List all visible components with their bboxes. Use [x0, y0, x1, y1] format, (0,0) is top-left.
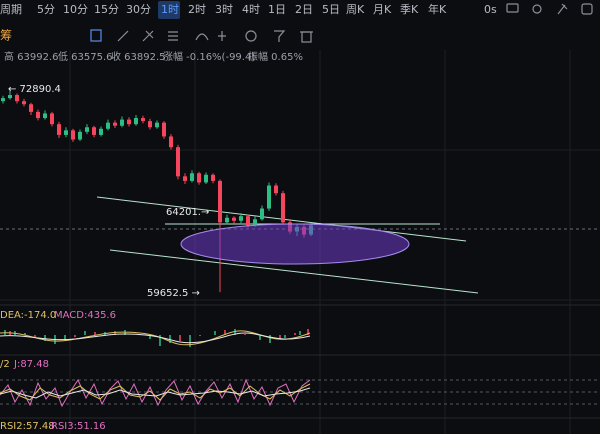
candle-body [211, 174, 215, 181]
period-tab[interactable]: 2时 [188, 3, 206, 16]
rsi3-label: RSI3:51.16 [51, 421, 106, 432]
candle-body [183, 176, 187, 181]
candle-body [57, 124, 61, 135]
grid [0, 50, 600, 434]
kdj-k-label: /2 [0, 359, 10, 370]
candle-body [64, 130, 68, 135]
period-tab[interactable]: 10分 [63, 3, 88, 16]
candle-body [1, 98, 5, 102]
info-close: 收 63892.5 [111, 50, 166, 63]
period-tab[interactable]: 2日 [295, 3, 313, 16]
info-bar: 高 63992.6 低 63575.6 收 63892.5 涨幅 -0.16%(… [4, 50, 303, 63]
candle-body [141, 118, 145, 122]
candle-body [239, 216, 243, 221]
toolbar-icons [506, 3, 593, 15]
kdj-levels [0, 379, 600, 405]
candle-body [36, 111, 40, 119]
period-tab[interactable]: 5日 [322, 3, 340, 16]
info-amplitude: 振幅 0.65% [248, 50, 303, 63]
candle-body [204, 174, 208, 183]
info-change: 涨幅 -0.16%(-99.4) [163, 50, 255, 63]
active-tab-bg [158, 1, 180, 19]
dif-line [0, 332, 311, 344]
candle-body [120, 119, 124, 126]
candle-body [71, 130, 75, 140]
mid-annotation: 64201.→ [166, 207, 209, 218]
period-tab[interactable]: 月K [373, 3, 392, 16]
candle-body [29, 104, 33, 112]
period-tab[interactable]: 5分 [37, 3, 55, 16]
candle-body [253, 219, 257, 226]
candle-body [134, 118, 138, 125]
period-tab[interactable]: 季K [400, 3, 419, 16]
drawing-tools [90, 29, 313, 43]
candle-body [15, 95, 19, 102]
candle-body [43, 113, 47, 119]
candle-body [99, 128, 103, 135]
candle-body [281, 193, 285, 223]
candle-body [225, 217, 229, 223]
candle-body [176, 147, 180, 177]
side-label: 筹 [0, 29, 12, 43]
candle-body [190, 173, 194, 181]
candle-body [127, 119, 131, 125]
candle-body [78, 131, 82, 140]
period-tab[interactable]: 周K [346, 3, 365, 16]
candle-body [8, 95, 12, 99]
candle-body [246, 216, 250, 226]
candle-body [162, 122, 166, 137]
max-annotation: ← 72890.4 [8, 84, 61, 95]
highlight-ellipse[interactable] [180, 223, 410, 265]
candle-body [218, 180, 222, 223]
period-tab[interactable]: 1时 [161, 3, 179, 16]
period-tab[interactable]: 3时 [215, 3, 233, 16]
candle-body [155, 122, 159, 128]
period-label[interactable]: 周期 [0, 3, 22, 16]
tab-bar: 5分 10分 15分 30分 1时 2时 3时 4时 1日 2日 5日 周K 月K 季K 年K [37, 1, 447, 19]
period-tab[interactable]: 年K [428, 2, 447, 16]
info-high: 高 63992.6 [4, 50, 59, 63]
kdj-d-line [0, 387, 311, 399]
candle-body [22, 101, 26, 105]
candle-body [267, 185, 271, 209]
period-tab[interactable]: 1日 [268, 3, 286, 16]
period-tab[interactable]: 15分 [94, 3, 119, 16]
candle-body [106, 122, 110, 129]
candle-body [274, 185, 278, 194]
candles [1, 89, 313, 293]
candle-body [232, 217, 236, 221]
kdj-j-label: J:87.48 [13, 359, 49, 370]
min-annotation: 59652.5 → [147, 288, 200, 299]
candle-body [92, 127, 96, 135]
candle-body [260, 208, 264, 220]
period-tab[interactable]: 30分 [126, 3, 151, 16]
period-tab[interactable]: 4时 [242, 3, 260, 16]
candle-body [113, 122, 117, 126]
trend-line[interactable] [109, 249, 479, 294]
candle-body [85, 127, 89, 132]
dea-label: DEA:-174.0 [0, 310, 56, 321]
rsi2-label: RSI2:57.48 [0, 421, 55, 432]
macd-label: MACD:435.6 [54, 310, 116, 321]
info-low: 低 63575.6 [58, 50, 113, 63]
candle-body [197, 173, 201, 183]
candle-body [148, 121, 152, 128]
timer[interactable]: 0s [484, 3, 497, 16]
candle-body [50, 113, 54, 125]
macd-line [0, 330, 311, 346]
candle-body [169, 136, 173, 148]
